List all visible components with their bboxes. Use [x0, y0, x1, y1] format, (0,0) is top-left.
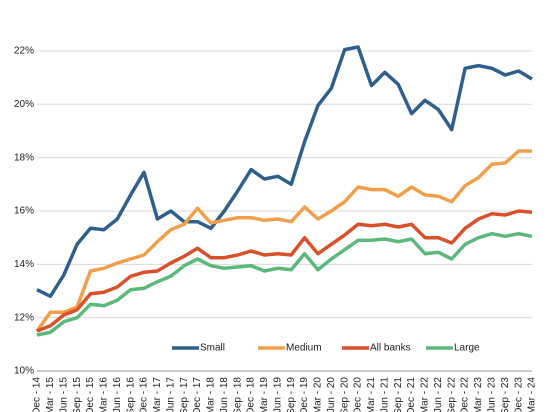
x-tick-label: Jun - 19	[272, 377, 283, 412]
x-tick-label: Dec - 18	[246, 377, 257, 412]
y-tick-label: 14%	[14, 259, 34, 270]
x-tick-label: Dec - 14	[32, 377, 43, 412]
x-tick-label: Jun - 23	[487, 377, 498, 412]
x-tick-label: Mar - 20	[313, 377, 324, 412]
series-line	[36, 45, 533, 299]
x-tick-label: Mar - 23	[473, 377, 484, 412]
x-tick-label: Dec - 15	[85, 377, 96, 412]
x-tick-label: Sep - 23	[500, 377, 511, 412]
x-tick-label: Sep - 21	[393, 377, 404, 412]
x-tick-label: Mar - 22	[420, 377, 431, 412]
x-tick-label: Dec - 22	[460, 377, 471, 412]
y-tick-label: 12%	[14, 312, 34, 323]
x-tick-label: Sep - 17	[179, 377, 190, 412]
x-tick-label: Mar - 16	[99, 377, 110, 412]
x-tick-label: Dec - 20	[353, 377, 364, 412]
x-tick-label: Jun - 17	[165, 377, 176, 412]
x-tick-label: Dec - 17	[192, 377, 203, 412]
x-tick-label: Mar - 21	[366, 377, 377, 412]
series-line	[36, 209, 533, 333]
legend-label: Medium	[286, 343, 322, 354]
x-tick-label: Jun - 21	[379, 377, 390, 412]
legend-label: Small	[200, 343, 225, 354]
x-tick-label: Sep - 15	[72, 377, 83, 412]
x-tick-label: Dec - 19	[299, 377, 310, 412]
x-tick-label: Mar - 18	[206, 377, 217, 412]
y-tick-label: 10%	[14, 366, 34, 377]
x-tick-label: Mar - 17	[152, 377, 163, 412]
legend-label: All banks	[370, 343, 411, 354]
x-tick-label: Dec - 21	[406, 377, 417, 412]
x-tick-label: Sep - 16	[125, 377, 136, 412]
x-tick-label: Sep - 20	[339, 377, 350, 412]
x-tick-label: Jun - 16	[112, 377, 123, 412]
legend-label: Large	[454, 343, 480, 354]
x-tick-label: Dec - 23	[513, 377, 524, 412]
series-line	[35, 149, 532, 333]
x-tick-label: Sep - 22	[446, 377, 457, 412]
x-tick-label: Mar - 15	[45, 377, 56, 412]
x-tick-label: Mar - 24	[527, 377, 538, 412]
x-tick-label: Dec - 16	[139, 377, 150, 412]
x-tick-label: Sep - 19	[286, 377, 297, 412]
x-tick-label: Jun - 18	[219, 377, 230, 412]
x-tick-label: Jun - 20	[326, 377, 337, 412]
y-tick-label: 18%	[14, 152, 34, 163]
x-tick-label: Sep - 18	[232, 377, 243, 412]
x-tick-label: Jun - 22	[433, 377, 444, 412]
x-tick-label: Jun - 15	[58, 377, 69, 412]
series-line	[36, 231, 533, 337]
y-tick-label: 16%	[14, 206, 34, 217]
y-tick-label: 22%	[14, 46, 34, 57]
y-tick-label: 20%	[14, 99, 34, 110]
x-tick-label: Mar - 19	[259, 377, 270, 412]
